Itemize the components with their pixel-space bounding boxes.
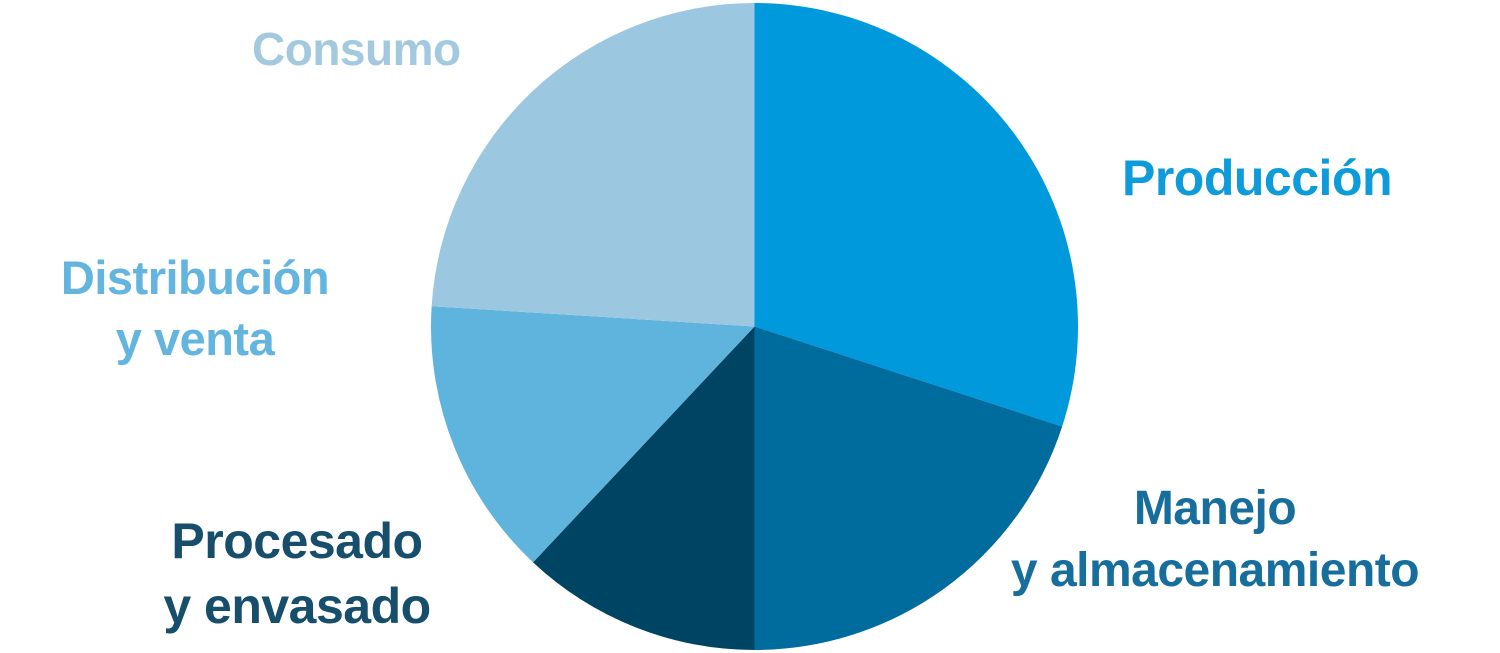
slice-label-line: y envasado bbox=[163, 578, 431, 634]
pie-slice-consumo bbox=[431, 3, 755, 327]
pie-slice-distribucion-y-venta bbox=[431, 306, 755, 563]
slice-label-line: Producción bbox=[1122, 150, 1393, 206]
slice-label-line: Consumo bbox=[252, 23, 461, 75]
pie-slice-manejo-y-almacenamiento bbox=[754, 326, 1063, 650]
slice-label-line: Procesado bbox=[171, 513, 423, 569]
slice-label-procesado-y-envasado: Procesado y envasado bbox=[108, 509, 486, 639]
pie-slice-produccion bbox=[754, 2, 1079, 427]
slice-label-consumo: Consumo bbox=[252, 20, 461, 80]
slice-label-line: y venta bbox=[115, 312, 275, 366]
pie-slice-procesado-y-envasado bbox=[533, 326, 755, 650]
slice-label-line: Manejo bbox=[1133, 482, 1297, 535]
slice-label-distribucion-y-venta: Distribución y venta bbox=[8, 247, 382, 369]
slice-label-line: y almacenamiento bbox=[1010, 544, 1420, 598]
slice-label-line: Distribución bbox=[60, 251, 330, 304]
slice-label-manejo-y-almacenamiento: Manejo y almacenamiento bbox=[960, 478, 1470, 603]
slice-label-produccion: Producción bbox=[1122, 146, 1393, 211]
